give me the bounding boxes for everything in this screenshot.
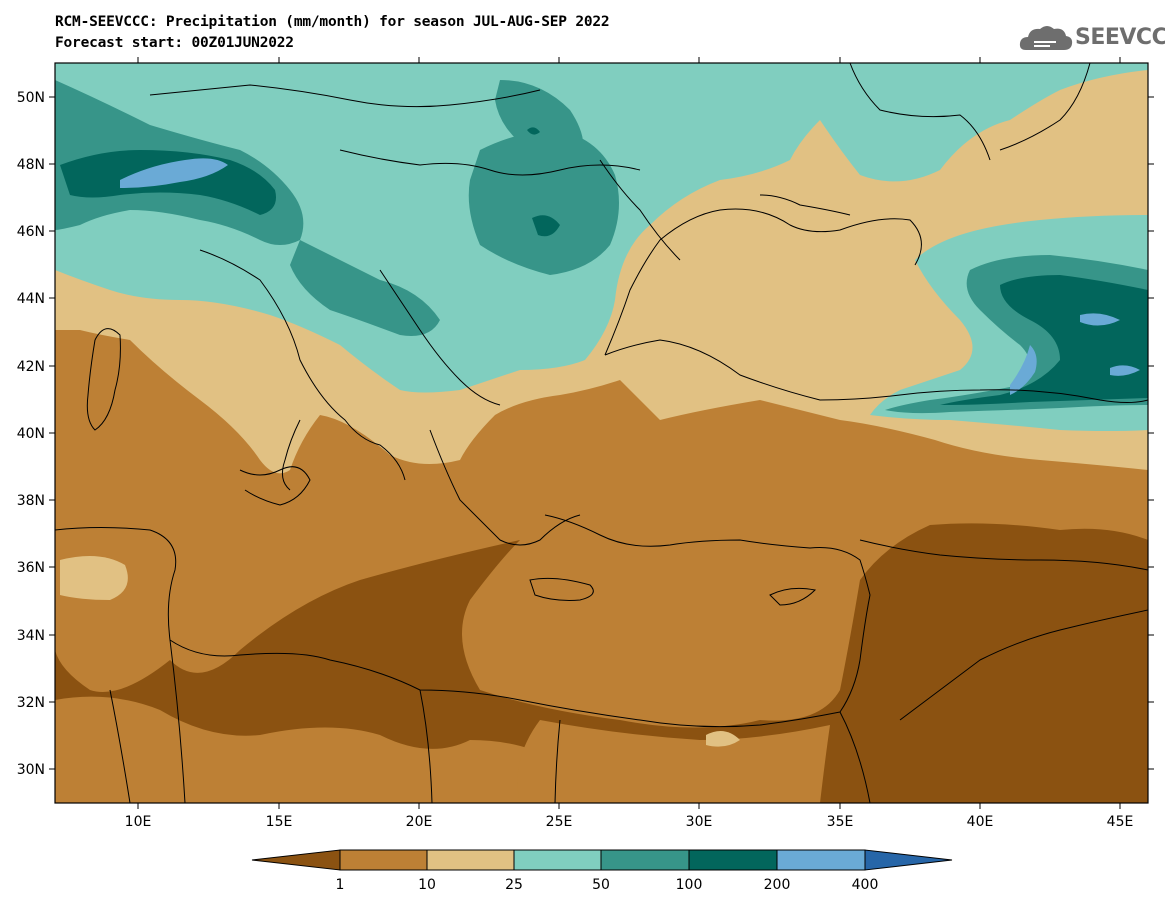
lon-tick-labels: 10E 15E 20E 25E 30E 35E 40E 45E	[125, 814, 1134, 830]
colorbar-label: 1	[336, 877, 345, 893]
colorbar-labels: 1 10 25 50 100 200 400	[336, 877, 879, 893]
colorbar-label: 200	[764, 877, 791, 893]
precip-band-100-200	[60, 127, 1148, 405]
colorbar-segment-2	[426, 849, 515, 871]
precip-band-50-100	[55, 80, 1148, 414]
lat-tick-label: 36N	[17, 560, 45, 576]
colorbar	[251, 849, 953, 871]
seevccc-logo: SEEVCCC	[1018, 22, 1165, 56]
lat-tick-labels: 50N 48N 46N 44N 42N 40N 38N 36N 34N 32N …	[17, 90, 45, 778]
lat-tick-label: 32N	[17, 695, 45, 711]
lon-tick-label: 35E	[827, 814, 854, 830]
colorbar-label: 100	[676, 877, 703, 893]
lat-tick-label: 50N	[17, 90, 45, 106]
lon-tick-label: 40E	[967, 814, 994, 830]
lat-tick-label: 34N	[17, 628, 45, 644]
colorbar-segment-3	[513, 849, 602, 871]
colorbar-label: 10	[418, 877, 436, 893]
lat-tick-label: 40N	[17, 426, 45, 442]
colorbar-label: 25	[505, 877, 523, 893]
colorbar-segment-6	[776, 849, 866, 871]
lon-axis	[137, 57, 1121, 809]
colorbar-segment-7	[864, 849, 953, 871]
forecast-start-label: Forecast start: 00Z01JUN2022	[55, 35, 294, 51]
lat-tick-label: 42N	[17, 359, 45, 375]
lat-tick-label: 30N	[17, 762, 45, 778]
lat-tick-label: 48N	[17, 157, 45, 173]
precip-fields	[55, 63, 1148, 803]
lon-tick-label: 10E	[125, 814, 152, 830]
lon-tick-label: 20E	[406, 814, 433, 830]
lon-tick-label: 45E	[1107, 814, 1134, 830]
logo-text: SEEVCCC	[1075, 25, 1165, 50]
colorbar-segment-1	[339, 849, 428, 871]
colorbar-label: 400	[852, 877, 879, 893]
precip-band-1-10-south	[517, 720, 830, 803]
coastlines-borders	[55, 63, 1148, 803]
lat-tick-label: 44N	[17, 291, 45, 307]
lat-tick-label: 46N	[17, 224, 45, 240]
colorbar-label: 50	[592, 877, 610, 893]
cloud-icon	[1019, 26, 1073, 50]
colorbar-segment-5	[688, 849, 778, 871]
lat-tick-label: 38N	[17, 493, 45, 509]
colorbar-segment-0	[251, 849, 341, 871]
lat-axis	[49, 96, 1154, 770]
lon-tick-label: 15E	[266, 814, 293, 830]
lon-tick-label: 30E	[686, 814, 713, 830]
lon-tick-label: 25E	[546, 814, 573, 830]
colorbar-segment-4	[600, 849, 690, 871]
map-title: RCM-SEEVCCC: Precipitation (mm/month) fo…	[55, 14, 610, 30]
